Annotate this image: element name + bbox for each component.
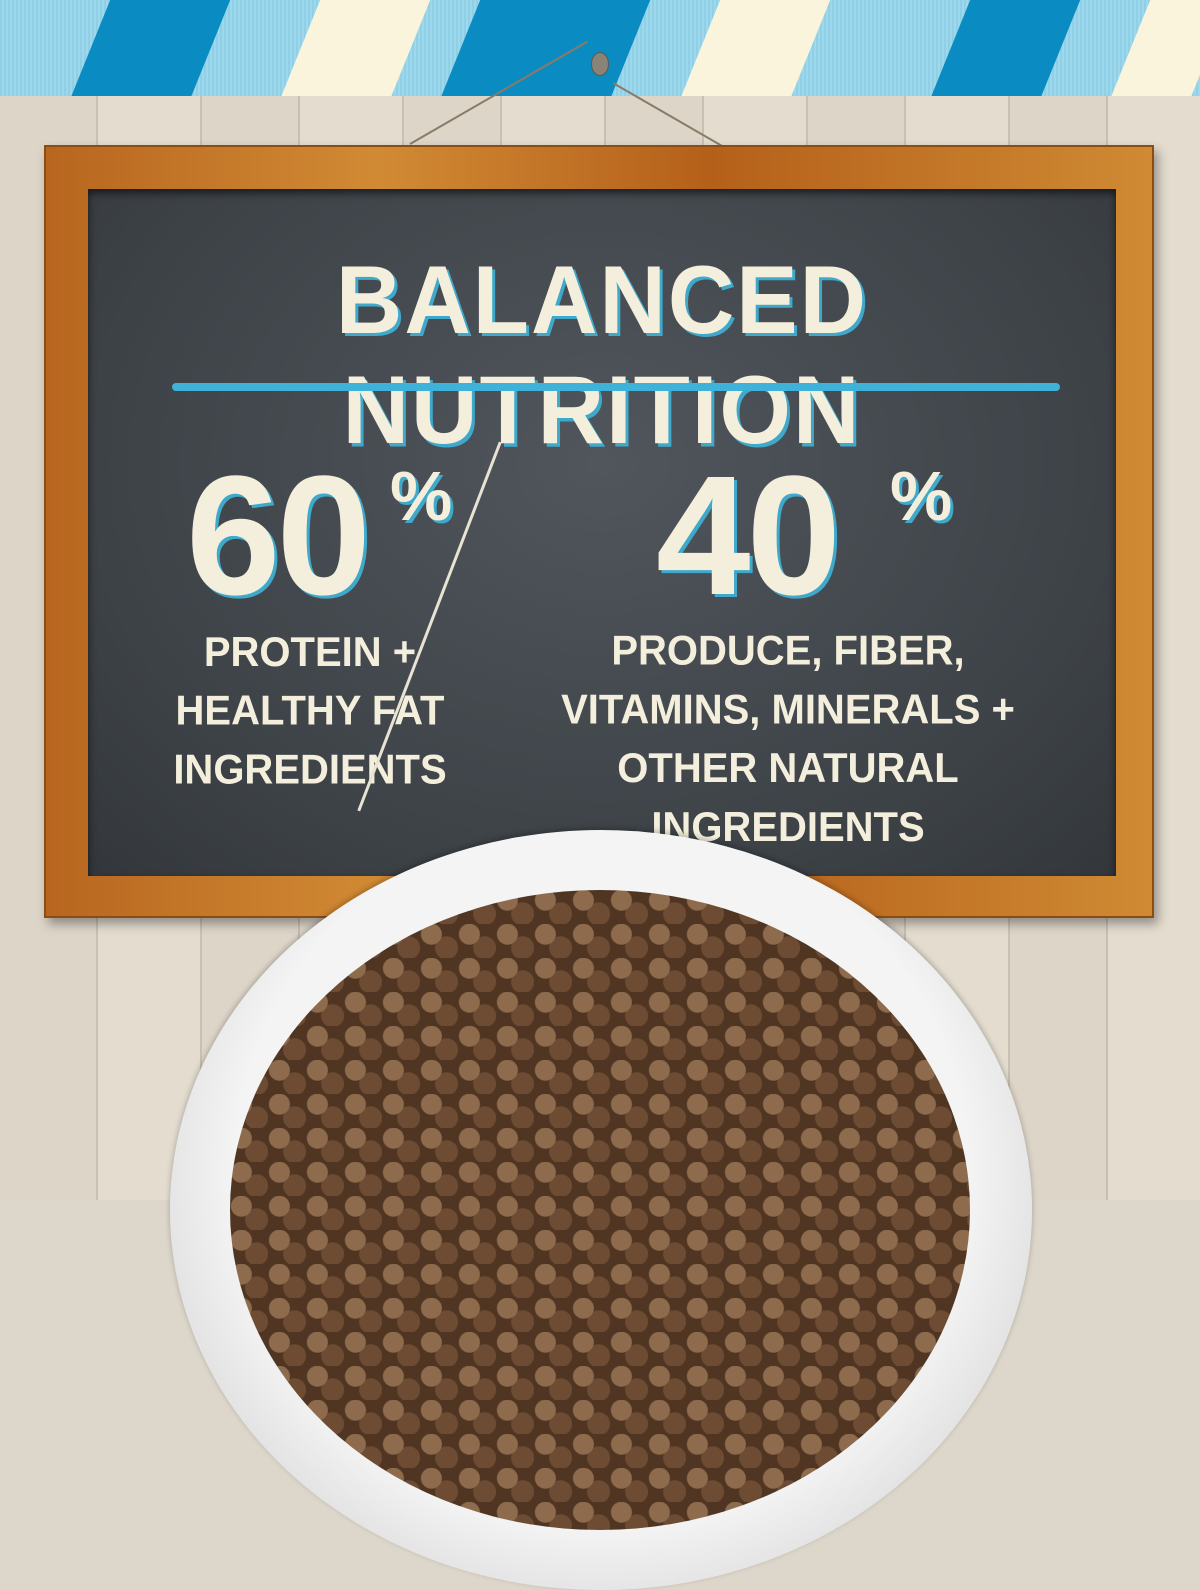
left-label-line: INGREDIENTS [173,746,447,793]
left-label: PROTEIN + HEALTHY FAT INGREDIENTS [130,623,490,799]
right-percent-sign: % [890,457,953,535]
tablecloth-pattern [0,0,1200,96]
title-underline [172,383,1060,391]
kibble-bowl [170,830,1032,1590]
right-label-line: OTHER NATURAL INGREDIENTS [617,745,959,851]
dog-food-kibble [230,890,970,1530]
chalkboard: BALANCED NUTRITION 60 % PROTEIN + HEALTH… [88,189,1116,876]
left-label-line: HEALTHY FAT [175,687,445,735]
board-title: BALANCED NUTRITION [335,246,869,465]
right-label-line: PRODUCE, FIBER, [611,627,965,674]
right-percent-value: 40 [656,441,841,631]
right-label-line: VITAMINS, MINERALS + [561,686,1015,733]
left-percent-value: 60 [186,441,371,631]
nail-icon [591,52,609,76]
chalkboard-frame: BALANCED NUTRITION 60 % PROTEIN + HEALTH… [44,145,1154,918]
left-label-line: PROTEIN + [203,629,417,676]
left-percent-sign: % [390,457,453,535]
right-label: PRODUCE, FIBER, VITAMINS, MINERALS + OTH… [508,621,1068,856]
